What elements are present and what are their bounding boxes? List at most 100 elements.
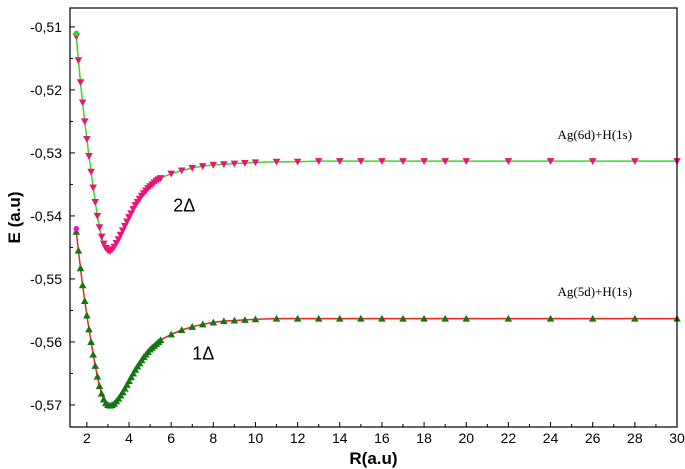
series-0-point [87, 168, 95, 176]
x-tick-label: 26 [585, 430, 601, 446]
series-0-point [335, 158, 344, 165]
x-tick-label: 18 [416, 430, 432, 446]
series-1-point [378, 314, 386, 322]
series-0-point [156, 175, 165, 182]
series-1-point [220, 317, 228, 325]
series-0-point [83, 136, 91, 143]
x-tick-label: 22 [501, 430, 517, 446]
x-tick-label: 14 [332, 430, 348, 446]
x-tick-label: 8 [209, 430, 217, 446]
series-1-point [631, 314, 639, 322]
series-0-point [220, 161, 228, 169]
series-1-point [87, 338, 95, 345]
x-axis-label: R(a.u) [349, 449, 397, 468]
series-1-point [272, 314, 281, 322]
series-1-point [127, 373, 135, 381]
series-0-point [546, 158, 555, 165]
series-0-point [293, 158, 302, 166]
series-0-point [441, 158, 449, 165]
series-0-point [272, 158, 281, 166]
series-1-point [420, 314, 428, 322]
y-tick-label: -0,51 [30, 19, 62, 35]
series-1-point [198, 320, 207, 328]
y-tick-label: -0,55 [30, 271, 62, 287]
series-1-point [118, 388, 127, 396]
x-tick-label: 4 [125, 430, 133, 446]
series-1-point [95, 382, 104, 390]
series-0-point [76, 79, 85, 87]
series-1-point [91, 362, 100, 369]
series-1-point [230, 316, 239, 324]
x-tick-label: 6 [167, 430, 175, 446]
series-0-point [80, 118, 89, 126]
x-tick-label: 20 [458, 430, 474, 446]
series-layer [72, 30, 681, 409]
series-1-point [177, 326, 186, 334]
series-1-point [80, 297, 89, 305]
series-1-point [188, 323, 197, 330]
series-1-point [546, 314, 555, 322]
series-1-point [78, 281, 87, 289]
y-axis-label: E (a.u) [5, 192, 24, 244]
plot-frame [69, 7, 678, 428]
series-1-point [97, 389, 106, 397]
series-1-point [314, 314, 323, 322]
series-1-start-dot [73, 225, 80, 232]
series-1-point [209, 318, 218, 326]
y-tick-label: -0,52 [30, 82, 62, 98]
series-1-point [504, 314, 513, 322]
series-1-point [293, 314, 302, 322]
series-1-point [399, 314, 407, 322]
series-0-point [95, 224, 104, 232]
series-1-point [441, 314, 449, 322]
series-0-point [504, 158, 513, 165]
series-1-point [125, 377, 133, 385]
series-0-point [78, 99, 87, 107]
series-0-point [230, 160, 239, 168]
series-0-point [198, 163, 207, 170]
series-0-point [97, 233, 106, 241]
series-0-point [91, 199, 100, 206]
series-1-point [156, 336, 165, 344]
x-tick-label: 12 [290, 430, 306, 446]
series-line-1 [75, 231, 677, 407]
series-0-point [588, 158, 597, 165]
y-axis-ticks: -0,51 -0,52 -0,53 -0,54 -0,55 -0,56 -0,57 [30, 19, 75, 413]
series-1-point [357, 314, 365, 322]
series-1-point [120, 384, 129, 392]
y-tick-label: -0,57 [30, 397, 62, 413]
series-0-start-dot [73, 30, 80, 37]
x-tick-label: 2 [83, 430, 91, 446]
series-1-point [588, 314, 597, 322]
series-0-point [188, 164, 197, 172]
series-1-point [123, 380, 131, 388]
series-label-1delta: 1Δ [192, 344, 214, 364]
series-0-point [85, 153, 93, 160]
series-0-point [93, 212, 102, 220]
series-1-point [462, 314, 471, 322]
series-line-0 [75, 36, 677, 253]
series-0-point [462, 158, 471, 165]
series-0-point [167, 170, 175, 178]
x-axis-ticks: 2 4 6 8 10 12 14 16 18 20 22 24 26 28 30 [83, 422, 685, 446]
series-0-point [89, 184, 97, 192]
series-0-point [99, 240, 108, 248]
x-tick-label: 24 [543, 430, 559, 446]
series-1-point [251, 315, 260, 323]
y-tick-label: -0,54 [30, 208, 62, 224]
series-1-point [85, 325, 93, 333]
series-0-point [74, 57, 83, 65]
series-1-point [335, 314, 344, 322]
series-0-point [241, 159, 249, 167]
series-0-point [209, 161, 218, 169]
series-0-point [357, 158, 365, 165]
series-1-point [76, 264, 85, 272]
series-0-point [399, 158, 407, 165]
series-0-point [631, 158, 639, 165]
series-1-point [167, 330, 175, 338]
x-tick-label: 28 [627, 430, 643, 446]
series-0-point [314, 158, 323, 165]
series-1-point [89, 350, 97, 358]
asymptote-label-ag5d: Ag(5d)+H(1s) [558, 284, 632, 299]
